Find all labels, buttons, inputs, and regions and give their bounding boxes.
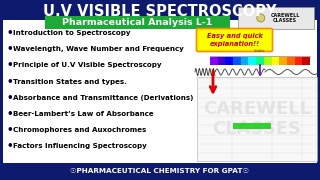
Text: •: • bbox=[7, 125, 14, 135]
Text: Factors Influencing Spectroscopy: Factors Influencing Spectroscopy bbox=[13, 143, 147, 149]
Text: •: • bbox=[7, 93, 14, 103]
FancyBboxPatch shape bbox=[210, 57, 218, 65]
Text: Wavelength, Wave Number and Frequency: Wavelength, Wave Number and Frequency bbox=[13, 46, 184, 52]
Text: Transition States and types.: Transition States and types. bbox=[13, 79, 127, 85]
Text: Pharmaceutical Analysis L-1: Pharmaceutical Analysis L-1 bbox=[62, 18, 213, 27]
FancyBboxPatch shape bbox=[197, 77, 317, 161]
FancyBboxPatch shape bbox=[196, 28, 273, 51]
FancyBboxPatch shape bbox=[233, 57, 241, 65]
FancyBboxPatch shape bbox=[218, 57, 225, 65]
FancyBboxPatch shape bbox=[272, 57, 279, 65]
Text: Absorbance and Transmittance (Derivations): Absorbance and Transmittance (Derivation… bbox=[13, 95, 193, 101]
Text: •: • bbox=[7, 44, 14, 54]
Text: Beer-Lambert’s Law of Absorbance: Beer-Lambert’s Law of Absorbance bbox=[13, 111, 154, 117]
Text: CAREWELL
CLASSES: CAREWELL CLASSES bbox=[203, 100, 311, 138]
FancyBboxPatch shape bbox=[225, 57, 233, 65]
Text: •: • bbox=[7, 109, 14, 119]
FancyBboxPatch shape bbox=[238, 7, 314, 29]
Text: CAREWELL
CLASSES: CAREWELL CLASSES bbox=[270, 13, 300, 23]
Text: Introduction to Spectroscopy: Introduction to Spectroscopy bbox=[13, 30, 131, 36]
Text: Principle of U.V Visible Spectroscopy: Principle of U.V Visible Spectroscopy bbox=[13, 62, 162, 68]
Text: •: • bbox=[7, 141, 14, 151]
FancyBboxPatch shape bbox=[233, 123, 271, 129]
Text: Chromophores and Auxochromes: Chromophores and Auxochromes bbox=[13, 127, 146, 133]
Text: U.V VISIBLE SPECTROSCOPY: U.V VISIBLE SPECTROSCOPY bbox=[43, 3, 277, 19]
Text: ☉PHARMACEUTICAL CHEMISTRY FOR GPAT☉: ☉PHARMACEUTICAL CHEMISTRY FOR GPAT☉ bbox=[70, 168, 250, 174]
FancyBboxPatch shape bbox=[295, 57, 302, 65]
Text: •: • bbox=[7, 60, 14, 70]
FancyBboxPatch shape bbox=[3, 20, 317, 163]
FancyBboxPatch shape bbox=[287, 57, 295, 65]
Circle shape bbox=[257, 14, 265, 22]
Text: Easy and quick
explanation!!: Easy and quick explanation!! bbox=[207, 33, 262, 47]
FancyBboxPatch shape bbox=[264, 57, 272, 65]
FancyBboxPatch shape bbox=[256, 57, 264, 65]
FancyBboxPatch shape bbox=[45, 16, 230, 29]
FancyBboxPatch shape bbox=[279, 57, 287, 65]
FancyBboxPatch shape bbox=[241, 57, 248, 65]
Text: •: • bbox=[7, 28, 14, 38]
FancyBboxPatch shape bbox=[248, 57, 256, 65]
Text: •: • bbox=[7, 77, 14, 87]
Text: Visible: Visible bbox=[254, 49, 266, 53]
FancyBboxPatch shape bbox=[302, 57, 310, 65]
